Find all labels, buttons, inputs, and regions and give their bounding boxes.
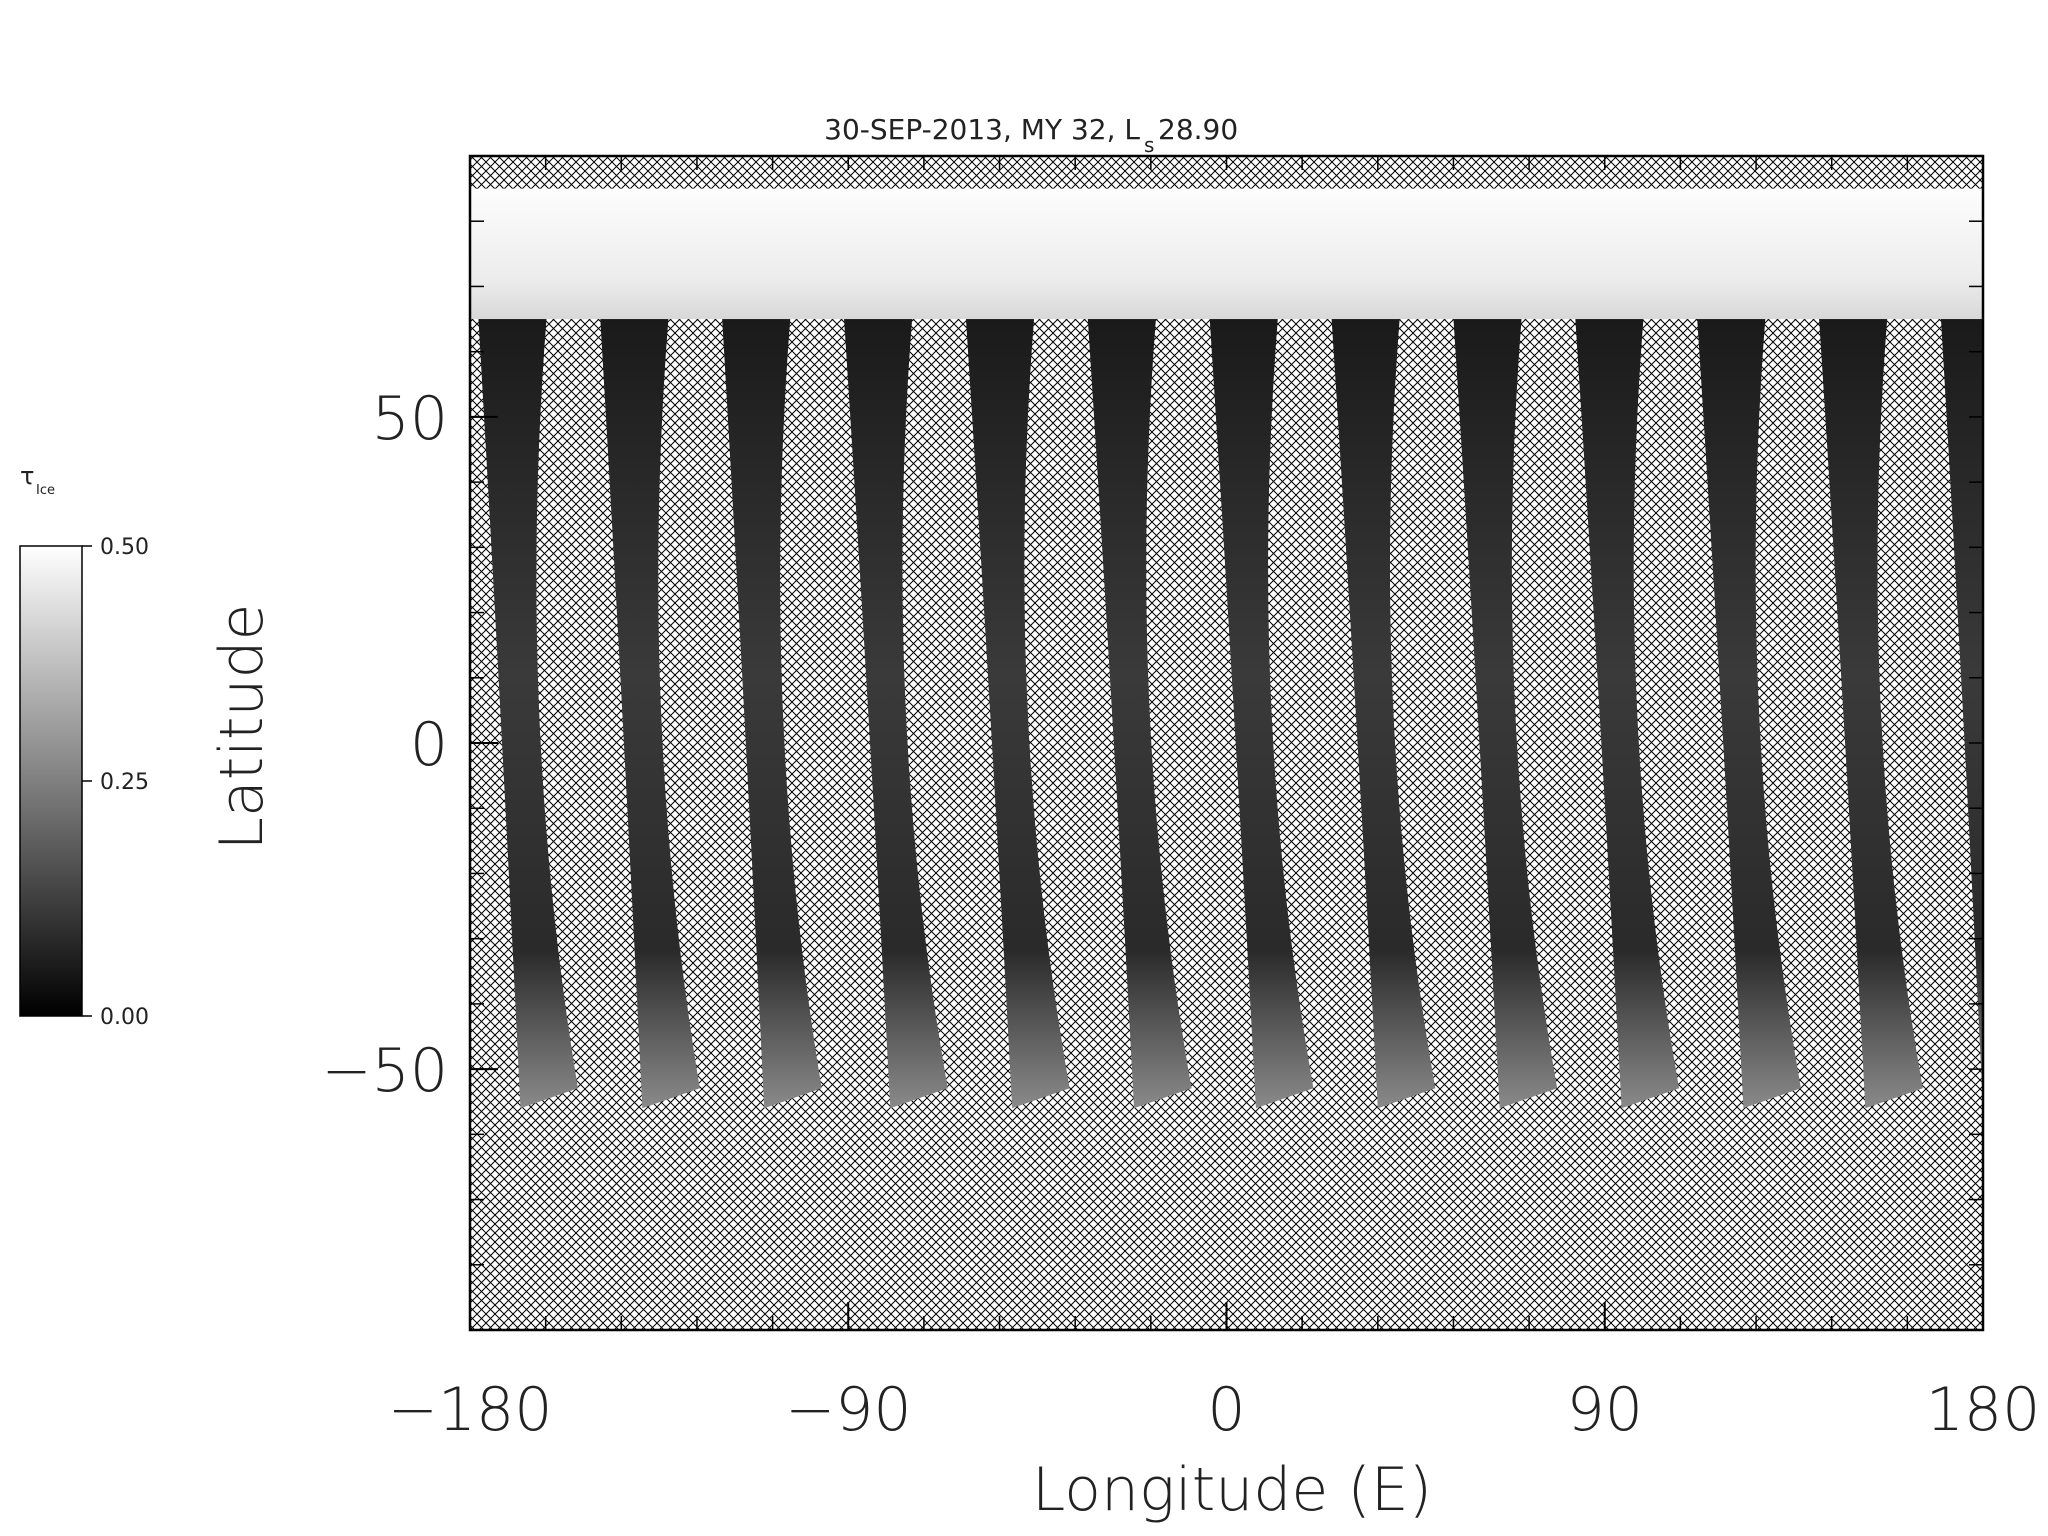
swath-0 [478, 319, 578, 1109]
swath-12 [1940, 319, 1983, 1109]
y-tick-label: −50 [321, 1036, 448, 1106]
colorbar-tick-label: 0.50 [100, 535, 149, 560]
north-cap-band [470, 188, 1983, 320]
chart-title-subscript: s [1144, 133, 1154, 157]
swath-1 [600, 319, 700, 1109]
swath-2 [722, 319, 822, 1109]
swath-5 [1087, 319, 1192, 1109]
ticks-layer [469, 155, 1984, 1331]
colorbar: τ Ice 0.50 0.25 0.00 [19, 462, 149, 1030]
swath-3 [844, 319, 948, 1109]
y-tick-label: 0 [410, 710, 448, 780]
x-tick-label: 90 [1567, 1375, 1643, 1445]
colorbar-ticks: 0.50 0.25 0.00 [82, 535, 149, 1030]
swath-9 [1575, 319, 1680, 1109]
colorbar-tick-label: 0.25 [100, 770, 149, 795]
swath-11 [1819, 319, 1923, 1109]
swath-4 [965, 319, 1070, 1109]
x-tick-label: −90 [785, 1375, 912, 1445]
x-tick-label: 0 [1207, 1375, 1245, 1445]
swath-10 [1697, 319, 1801, 1109]
x-tick-label: −180 [388, 1375, 553, 1445]
colorbar-label: τ [20, 462, 34, 490]
colorbar-label-subscript: Ice [36, 483, 55, 498]
y-tick-label: 50 [372, 384, 448, 454]
tick-labels: −180 −90 0 90 180 50 0 −50 [321, 384, 2040, 1445]
swath-7 [1331, 319, 1436, 1109]
y-axis-label: Latitude [207, 604, 277, 851]
x-axis-label: Longitude (E) [1032, 1455, 1432, 1525]
chart-title-suffix: 28.90 [1158, 113, 1238, 146]
chart-title: 30-SEP-2013, MY 32, L [824, 113, 1140, 146]
x-tick-label: 180 [1926, 1375, 2041, 1445]
swaths-layer [478, 319, 1983, 1109]
swath-8 [1453, 319, 1558, 1109]
swath-6 [1209, 319, 1314, 1109]
colorbar-gradient [19, 545, 83, 1017]
colorbar-tick-label: 0.00 [100, 1005, 149, 1030]
plot-area [470, 156, 1983, 1330]
